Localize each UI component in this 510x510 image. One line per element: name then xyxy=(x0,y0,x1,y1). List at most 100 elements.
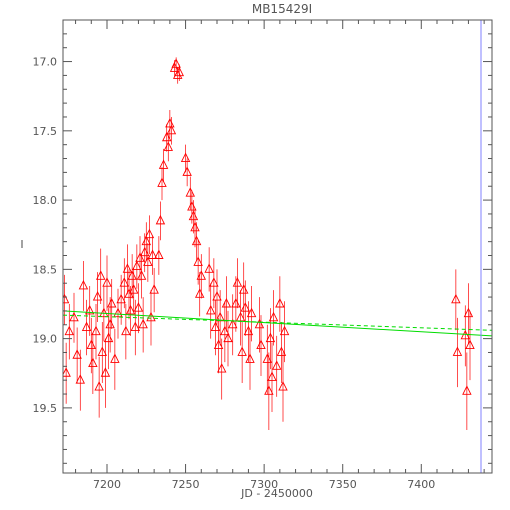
data-point-triangle xyxy=(128,284,139,294)
data-point-triangle xyxy=(174,66,185,77)
data-point-triangle xyxy=(185,187,196,197)
data-point-triangle xyxy=(276,346,287,356)
data-point-triangle xyxy=(103,332,114,343)
data-point-triangle xyxy=(116,293,126,304)
y-tick-label: 18.0 xyxy=(33,194,58,207)
x-tick-label: 7400 xyxy=(407,478,435,491)
plot-frame xyxy=(62,19,493,474)
data-point-triangle xyxy=(102,277,112,287)
data-point-triangle xyxy=(240,302,251,312)
data-point-triangle xyxy=(171,58,181,68)
data-point-triangle xyxy=(216,363,227,373)
data-point-triangle xyxy=(265,332,276,343)
data-point-triangle xyxy=(238,284,249,294)
data-point-triangle xyxy=(451,293,461,304)
data-point-triangle xyxy=(91,325,101,336)
data-point-triangle xyxy=(205,304,216,315)
data-point-triangle xyxy=(88,357,98,368)
data-point-triangle xyxy=(130,321,141,331)
data-point-triangle xyxy=(165,117,175,128)
data-point-triangle xyxy=(95,270,106,280)
data-point-triangle xyxy=(161,131,172,142)
y-tick-label: 17.0 xyxy=(33,56,58,69)
data-point-triangle xyxy=(110,353,120,363)
data-point-triangle xyxy=(268,311,279,322)
data-point-triangle xyxy=(465,339,475,350)
data-point-triangle xyxy=(193,256,203,266)
data-point-triangle xyxy=(127,270,137,280)
data-point-triangle xyxy=(155,214,166,225)
x-axis-label: JD - 2450000 xyxy=(240,487,313,500)
y-tick-label: 18.5 xyxy=(33,263,58,276)
data-point-triangle xyxy=(122,263,133,273)
data-point-triangle xyxy=(119,277,130,287)
data-point-triangle xyxy=(157,177,167,187)
data-point-triangle xyxy=(69,311,79,322)
data-point-triangle xyxy=(147,249,158,259)
data-point-triangle xyxy=(135,252,145,262)
data-point-triangle xyxy=(245,353,255,363)
data-point-triangle xyxy=(275,297,285,308)
data-point-triangle xyxy=(462,385,472,395)
data-point-triangle xyxy=(243,325,254,336)
data-point-triangle xyxy=(262,353,273,363)
y-tick-label: 19.5 xyxy=(33,402,58,415)
data-point-triangle xyxy=(187,201,197,211)
model-line-solid xyxy=(63,310,492,337)
data-point-triangle xyxy=(138,318,148,329)
data-point-triangle xyxy=(139,246,150,257)
data-point-triangle xyxy=(188,210,199,221)
data-point-triangle xyxy=(196,270,207,280)
x-axis-ticks: 7200 7250 7300 7350 7400 xyxy=(75,20,485,491)
data-point-triangle xyxy=(227,318,238,329)
data-point-triangle xyxy=(133,302,144,312)
data-point-triangle xyxy=(94,381,104,391)
x-tick-label: 7300 xyxy=(250,478,278,491)
data-point-triangle xyxy=(163,141,174,151)
data-point-triangle xyxy=(210,321,221,331)
data-point-triangle xyxy=(246,307,257,318)
data-point-triangle xyxy=(72,349,82,359)
data-point-triangle xyxy=(213,339,224,350)
data-point-triangle xyxy=(106,297,117,308)
data-point-triangle xyxy=(452,346,463,356)
data-point-triangle xyxy=(256,339,266,350)
data-point-triangle xyxy=(223,332,233,343)
data-point-triangle xyxy=(191,235,202,246)
data-point-triangle xyxy=(100,367,111,377)
x-tick-label: 7200 xyxy=(93,478,121,491)
data-point-triangle xyxy=(254,318,265,329)
data-point-triangle xyxy=(78,279,89,290)
chart-title: MB15429I xyxy=(252,2,312,16)
data-point-triangle xyxy=(86,339,97,350)
data-point-triangle xyxy=(271,360,282,370)
data-point-triangle xyxy=(132,260,142,271)
data-point-triangle xyxy=(144,228,155,239)
y-tick-label: 19.0 xyxy=(33,333,58,346)
data-point-triangle xyxy=(141,235,152,246)
x-tick-label: 7250 xyxy=(172,478,200,491)
data-point-triangle xyxy=(97,346,108,356)
data-point-triangle xyxy=(121,325,131,336)
y-axis-ticks: 17.0 17.5 18.0 18.5 19.0 19.5 xyxy=(33,33,492,464)
data-point-triangle xyxy=(63,293,70,304)
data-point-triangle xyxy=(81,321,92,331)
model-layer xyxy=(63,20,492,473)
data-point-triangle xyxy=(113,307,123,318)
data-point-triangle xyxy=(105,318,115,329)
data-point-triangle xyxy=(231,297,241,308)
data-point-triangle xyxy=(92,291,103,301)
y-tick-label: 17.5 xyxy=(33,125,58,138)
data-point-triangle xyxy=(146,311,156,322)
model-line-dashed xyxy=(63,314,492,331)
data-point-triangle xyxy=(204,263,214,273)
data-point-triangle xyxy=(221,297,232,308)
data-point-triangle xyxy=(143,256,153,266)
data-point-triangle xyxy=(149,284,159,294)
data-point-triangle xyxy=(237,346,247,356)
data-point-triangle xyxy=(180,152,191,162)
data-point-triangle xyxy=(154,249,164,259)
data-point-triangle xyxy=(209,277,219,287)
data-point-triangle xyxy=(279,325,290,336)
